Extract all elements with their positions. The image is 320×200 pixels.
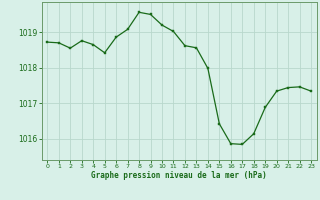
X-axis label: Graphe pression niveau de la mer (hPa): Graphe pression niveau de la mer (hPa) bbox=[91, 171, 267, 180]
